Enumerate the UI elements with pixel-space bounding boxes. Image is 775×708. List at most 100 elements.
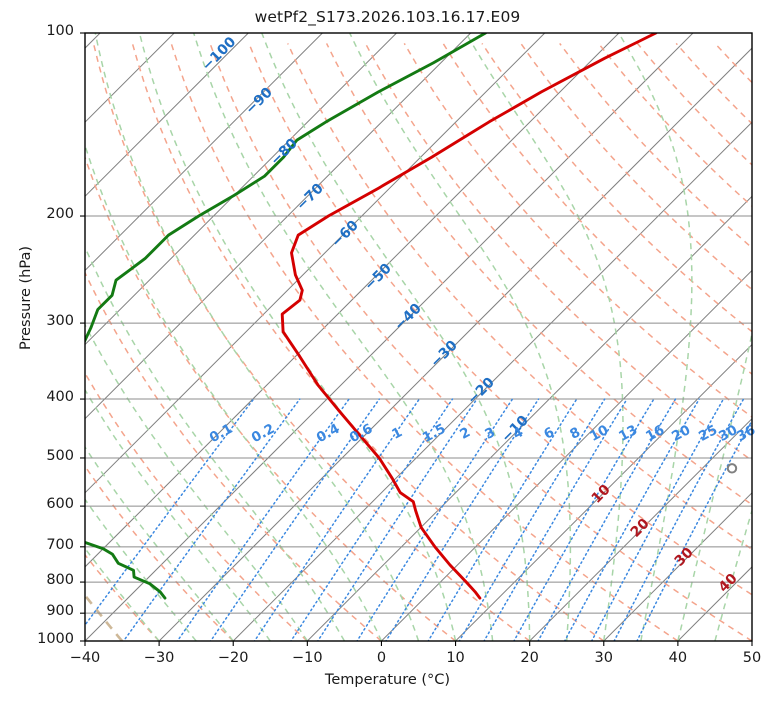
isotherm-line <box>85 33 620 568</box>
mixing-ratio-line <box>356 398 514 641</box>
isotherm-line <box>603 492 752 641</box>
moist-adiabat-line <box>85 445 234 641</box>
x-tick-label: 40 <box>668 650 688 666</box>
mixing-ratio-label: 20 <box>669 422 693 445</box>
isotherm-line <box>158 47 752 641</box>
y-tick-label: 200 <box>46 206 74 223</box>
y-tick-label: 600 <box>46 496 74 513</box>
dry-adiabat-line <box>85 553 160 641</box>
mixing-ratio-line <box>385 398 540 641</box>
isotherm-line <box>85 33 546 494</box>
moist-adiabat-line <box>85 388 271 641</box>
isotherm-line <box>455 343 752 641</box>
dry-adiabat-line <box>520 42 752 291</box>
dry-adiabat-line <box>248 43 752 596</box>
x-tick-label: 50 <box>742 650 762 666</box>
moist-adiabat-line <box>85 498 197 641</box>
svg-text:30: 30 <box>716 422 740 445</box>
mixing-ratio-line <box>458 398 606 641</box>
mixing-ratio-line <box>563 398 700 641</box>
mixing-ratio-line <box>636 418 752 641</box>
isotherm-line <box>232 121 752 641</box>
x-axis-label: Temperature (°C) <box>324 672 451 688</box>
mixing-ratio-label: 30 <box>716 422 740 445</box>
mixing-ratio-label: 13 <box>616 422 640 445</box>
dry-adiabat-line <box>209 43 752 641</box>
y-tick-label: 1000 <box>37 631 74 647</box>
x-tick-label: −30 <box>143 650 175 666</box>
svg-text:25: 25 <box>696 422 720 445</box>
dry-adiabat-line <box>754 43 775 641</box>
mixing-ratio-line <box>253 398 421 641</box>
mixing-ratio-line <box>176 398 350 641</box>
isotherm-line <box>529 417 752 641</box>
y-tick-label: 700 <box>46 536 74 553</box>
moist-adiabat-line <box>261 33 531 641</box>
moist-adiabat-line <box>714 508 752 641</box>
mixing-ratio-line <box>537 398 677 641</box>
x-tick-label: −40 <box>69 650 101 666</box>
mixing-ratio-line <box>290 398 454 641</box>
x-tick-label: 30 <box>594 650 613 666</box>
moist-adiabat-line <box>349 33 572 641</box>
isotherm-line <box>751 640 752 641</box>
mixing-ratio-line <box>85 398 255 627</box>
isotherm-line <box>85 33 397 346</box>
dry-adiabat-line <box>85 271 382 641</box>
moist-adiabat-line <box>677 330 752 641</box>
isotherm-line <box>85 33 249 198</box>
x-tick-label: 20 <box>520 650 539 666</box>
x-tick-label: −10 <box>292 650 323 666</box>
mixing-ratio-label: 16 <box>643 422 667 445</box>
moist-adiabat-line <box>85 547 160 641</box>
mixing-ratio-line <box>316 398 478 641</box>
mixing-ratio-label: 10 <box>587 422 611 445</box>
y-tick-label: 900 <box>46 603 74 620</box>
moist-adiabat-line <box>751 638 752 641</box>
moist-adiabat-line <box>85 323 308 641</box>
temperature-curve <box>280 33 658 600</box>
y-tick-label: 400 <box>46 389 74 406</box>
moist-adiabat-line <box>85 143 383 641</box>
mixing-ratio-label: 25 <box>696 422 720 445</box>
svg-text:16: 16 <box>643 422 667 445</box>
x-tick-label: −20 <box>217 650 249 666</box>
isotherm-line <box>306 195 752 641</box>
mixing-ratio-line <box>209 398 381 641</box>
dry-adiabat-line <box>92 43 531 641</box>
moist-adiabat-line <box>138 33 457 641</box>
parcel-marker <box>726 463 738 474</box>
dry-adiabat-line <box>170 43 679 641</box>
y-axis-label: Pressure (hPa) <box>18 246 34 351</box>
dry-adiabat-line <box>85 155 457 641</box>
mixing-ratio-line <box>483 398 628 641</box>
mixing-ratio-line <box>513 398 655 641</box>
dry-adiabat-line <box>364 43 752 462</box>
moist-adiabat-line <box>0 33 11 641</box>
y-tick-label: 800 <box>46 572 74 589</box>
dry-adiabat-line <box>325 43 752 506</box>
moist-adiabat-line <box>85 593 124 641</box>
dry-adiabat-line <box>85 464 234 641</box>
x-tick-label: 0 <box>376 650 387 666</box>
dry-adiabat-line <box>287 43 752 551</box>
mixing-ratio-line <box>427 398 578 641</box>
y-tick-label: 100 <box>46 23 74 39</box>
dewpoint-curve <box>85 33 487 600</box>
isotherm-line <box>85 33 472 420</box>
dry-adiabat-line <box>0 43 11 641</box>
mixing-ratio-line <box>590 398 725 641</box>
dry-adiabat-line <box>131 43 605 641</box>
isotherm-line <box>381 269 752 641</box>
x-tick-label: 10 <box>446 650 465 666</box>
svg-text:10: 10 <box>587 422 611 445</box>
y-tick-label: 500 <box>46 447 74 464</box>
mixing-ratio-line <box>122 398 301 641</box>
chart-title: wetPf2_S173.2026.103.16.17.E09 <box>254 8 521 26</box>
svg-text:13: 13 <box>616 422 640 445</box>
isotherm-line <box>85 33 323 272</box>
moist-adiabat-line <box>85 245 346 641</box>
moist-adiabat-line <box>94 33 420 641</box>
